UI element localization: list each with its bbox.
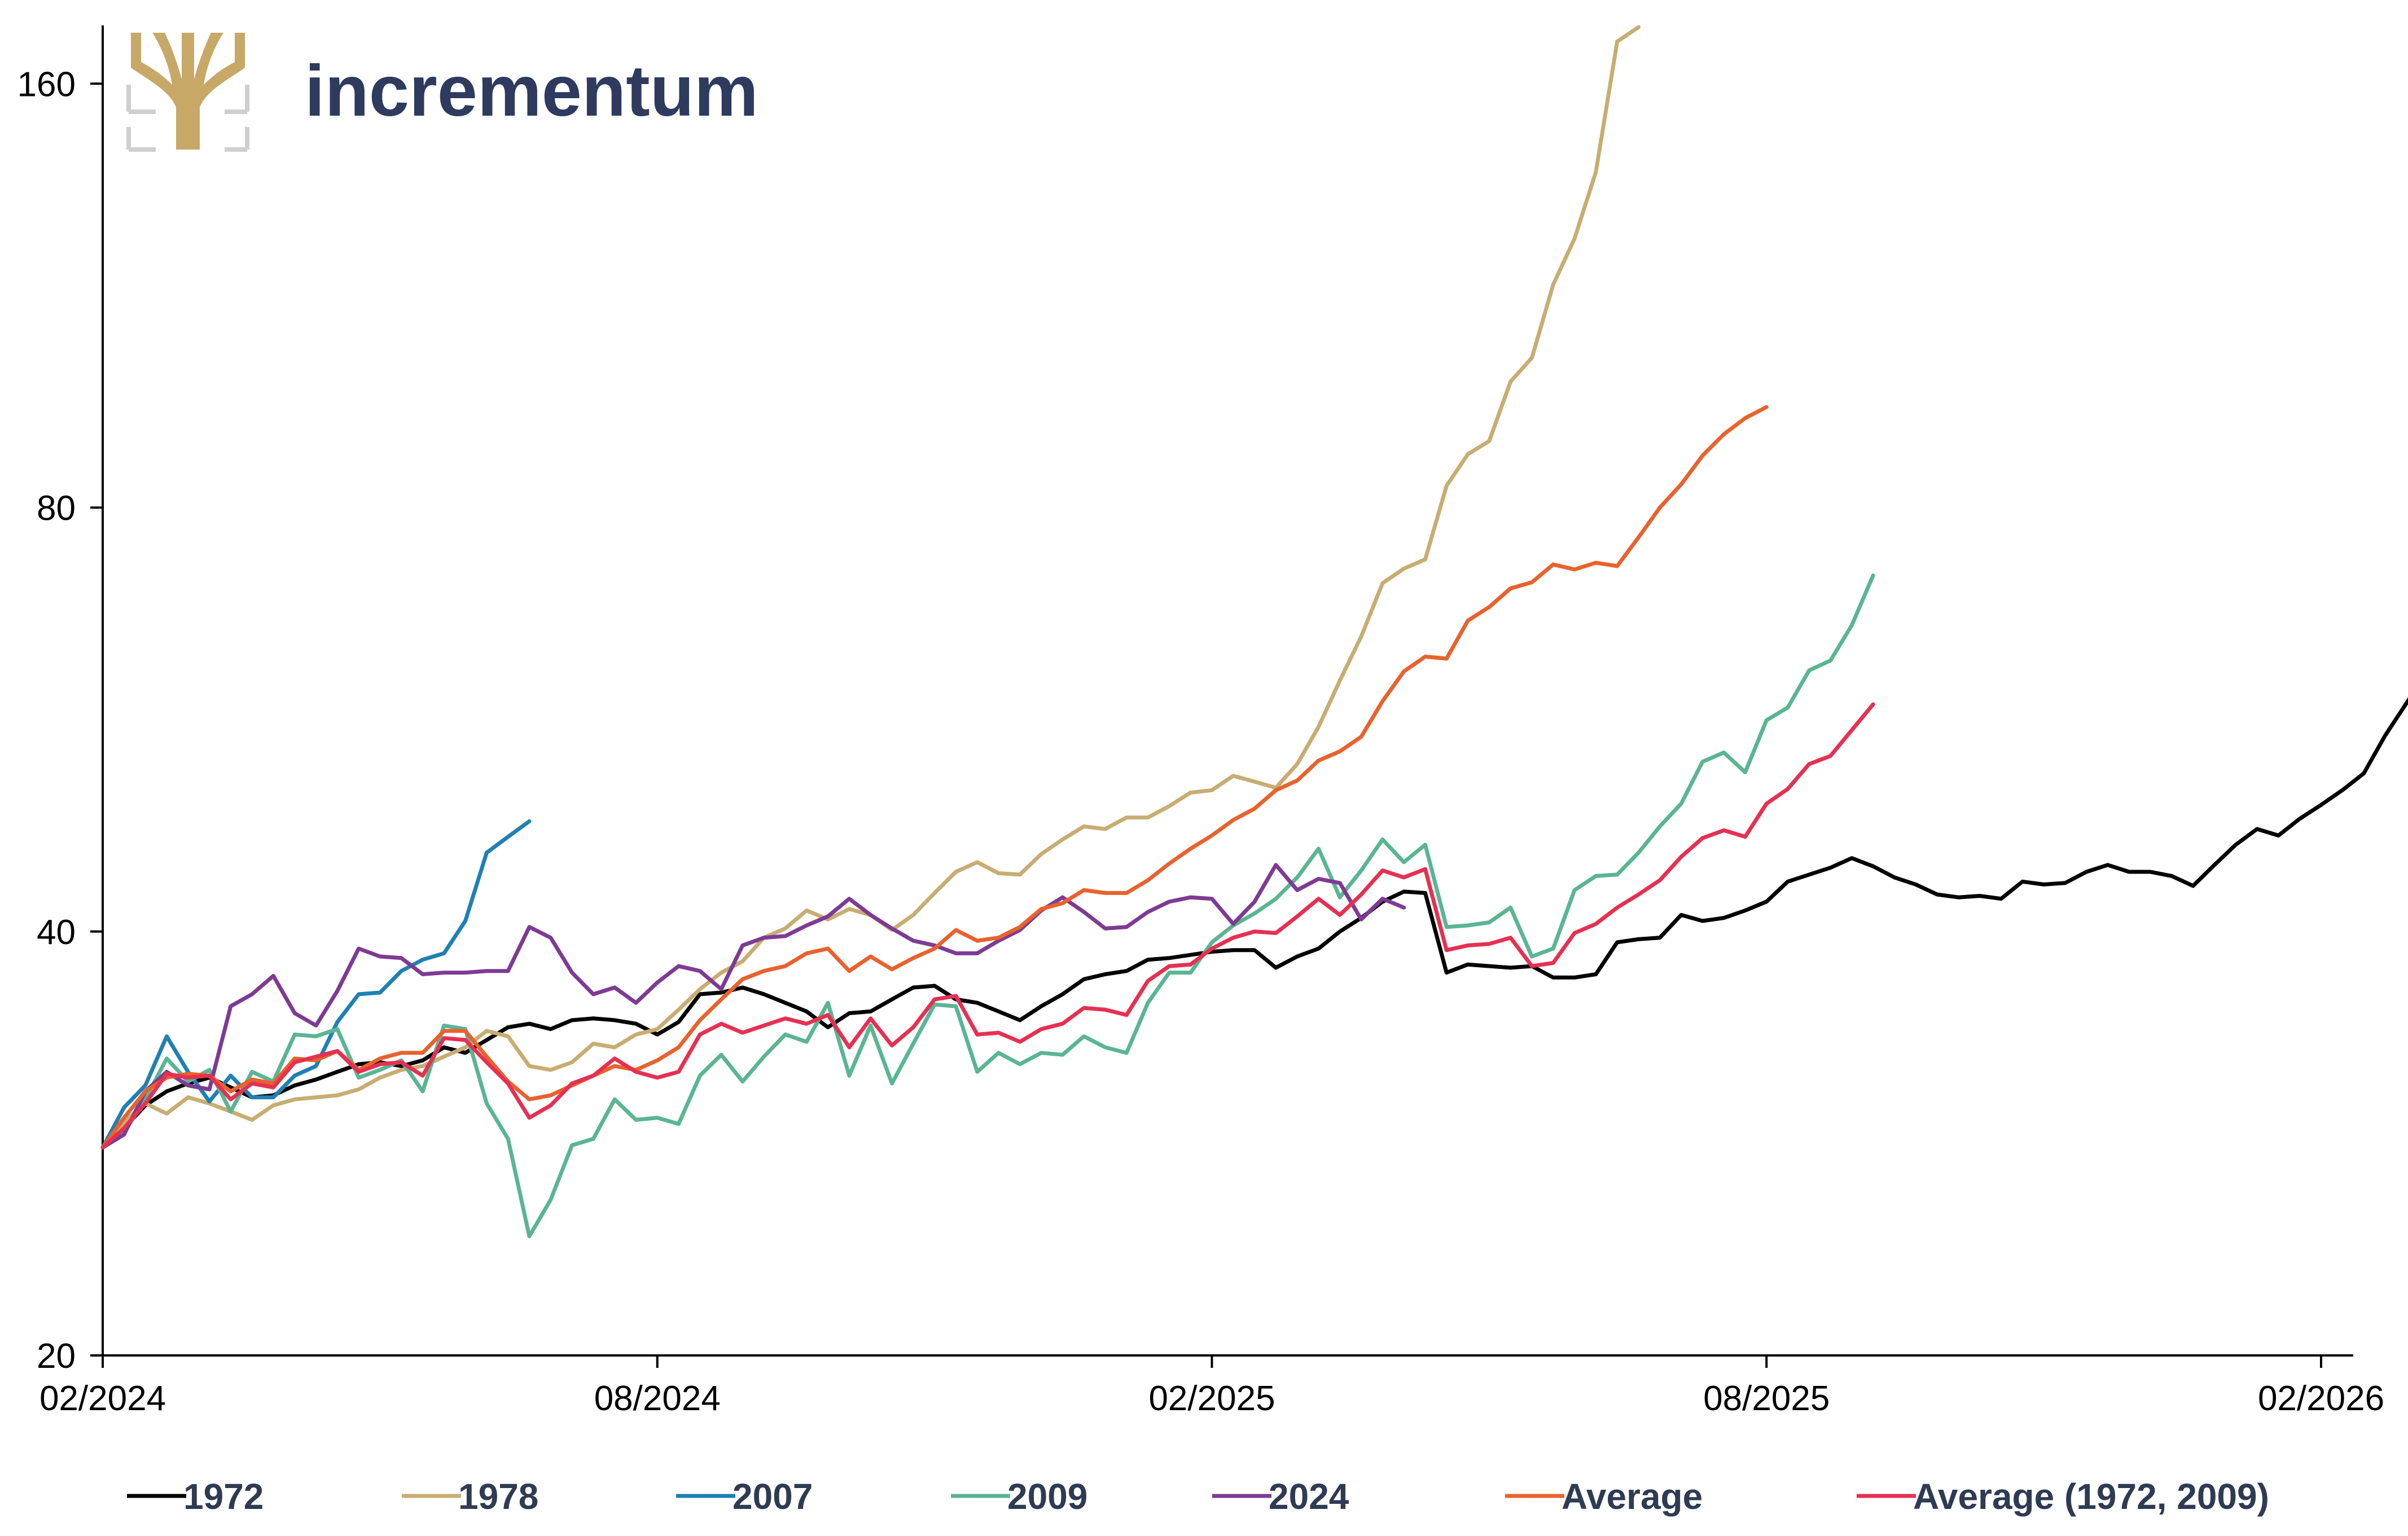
series-line-2024 (100, 863, 1406, 1149)
legend-label: Average (1972, 2009) (1913, 1476, 2269, 1517)
legend-label: 1978 (458, 1476, 538, 1517)
series-line-1978 (100, 25, 1641, 1149)
legend: 1972 1978 2007 2009 2024 Average Average (1972… (127, 1476, 2269, 1517)
x-tick-label: 02/2025 (1148, 1379, 1275, 1418)
legend-label: 2009 (1007, 1476, 1087, 1517)
legend-label: 2007 (733, 1476, 813, 1517)
y-tick-label: 40 (37, 913, 76, 952)
brand-name: incrementum (305, 51, 758, 131)
x-tick-label: 08/2024 (594, 1379, 721, 1418)
x-tick-label: 08/2025 (1703, 1379, 1830, 1418)
brand-logo: incrementum (126, 33, 758, 152)
x-tick-label: 02/2026 (2258, 1379, 2384, 1418)
series-layer (100, 25, 2408, 1239)
y-tick-label: 20 (37, 1337, 76, 1376)
x-tick-label: 02/2024 (40, 1379, 166, 1418)
y-tick-label: 160 (17, 65, 76, 104)
legend-label: 1972 (183, 1476, 264, 1517)
logo-tree (131, 33, 245, 150)
logo-frame (126, 85, 249, 152)
series-line-2007 (100, 819, 532, 1149)
legend-label: Average (1562, 1476, 1703, 1517)
tree-logo-icon (126, 33, 249, 152)
series-line-average (100, 405, 1769, 1149)
series-line-average-1972-2009 (100, 702, 1875, 1149)
series-line-2009 (100, 573, 1875, 1239)
chart-axes: 20 40 80 160 02/2024 08/2024 02/2025 08/2025 02/… (17, 25, 2384, 1418)
y-tick-label: 80 (37, 489, 76, 528)
legend-label: 2024 (1269, 1476, 1349, 1517)
